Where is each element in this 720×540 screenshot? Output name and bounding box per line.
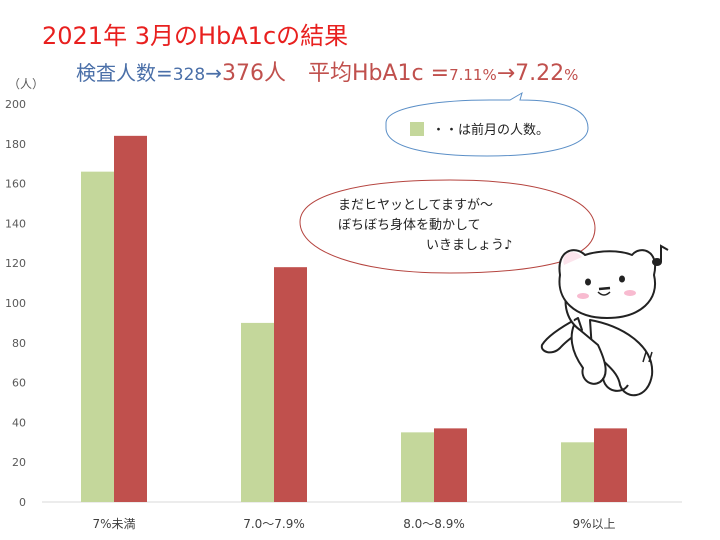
legend-swatch — [410, 122, 424, 136]
bar — [114, 135, 147, 502]
x-tick-label: 9%以上 — [572, 517, 615, 531]
y-tick-label: 80 — [12, 337, 26, 350]
bar — [241, 322, 274, 502]
y-axis-unit: （人） — [8, 77, 44, 91]
count-after: 376人 — [221, 61, 286, 86]
y-tick-label: 20 — [12, 456, 26, 469]
bar — [434, 428, 467, 502]
summary-line: 検査人数=328→376人 平均HbA1c =7.11%→7.22% — [76, 58, 578, 90]
y-tick-label: 140 — [5, 217, 26, 230]
y-tick-label: 0 — [19, 496, 26, 509]
x-tick-label: 8.0〜8.9% — [403, 517, 465, 531]
y-tick-label: 60 — [12, 377, 26, 390]
bar — [274, 267, 307, 502]
avg-after: 7.22 — [515, 61, 565, 86]
avg-after-pct: % — [564, 66, 579, 84]
x-axis: 7%未満 7.0〜7.9% 8.0〜8.9% 9%以上 — [92, 517, 615, 531]
slide-title: 2021年 3月のHbA1cの結果 — [42, 22, 349, 50]
speech-line-3: いきましょう♪ — [426, 238, 512, 253]
speech-line-1: まだヒヤッとしてますが〜 — [338, 198, 493, 213]
music-note-icon — [652, 244, 669, 266]
legend-note-bubble: ・・は前月の人数。 — [385, 91, 589, 157]
count-label: 検査人数= — [76, 61, 173, 85]
bar — [561, 442, 594, 502]
y-tick-label: 160 — [5, 178, 26, 191]
x-tick-label: 7.0〜7.9% — [243, 517, 305, 531]
count-before: 328 — [172, 65, 206, 85]
bar — [81, 171, 114, 502]
speech-bubble: まだヒヤッとしてますが〜 ぼちぼち身体を動かして いきましょう♪ — [299, 179, 601, 274]
y-tick-label: 40 — [12, 416, 26, 429]
avg-before: 7.11 — [449, 66, 483, 84]
count-arrow: → — [205, 61, 222, 85]
avg-before-pct: % — [482, 66, 497, 84]
bar — [401, 432, 434, 502]
bar — [594, 428, 627, 502]
bars — [81, 135, 627, 502]
bear-mascot — [540, 249, 657, 397]
legend-note-text: ・・は前月の人数。 — [432, 122, 549, 138]
y-tick-label: 120 — [5, 257, 26, 270]
y-tick-label: 100 — [5, 297, 26, 310]
avg-label: 平均HbA1c = — [307, 61, 450, 86]
y-tick-label: 200 — [5, 98, 26, 111]
avg-arrow: → — [496, 61, 516, 86]
y-tick-label: 180 — [5, 138, 26, 151]
speech-line-2: ぼちぼち身体を動かして — [338, 217, 481, 233]
x-tick-label: 7%未満 — [92, 517, 135, 531]
